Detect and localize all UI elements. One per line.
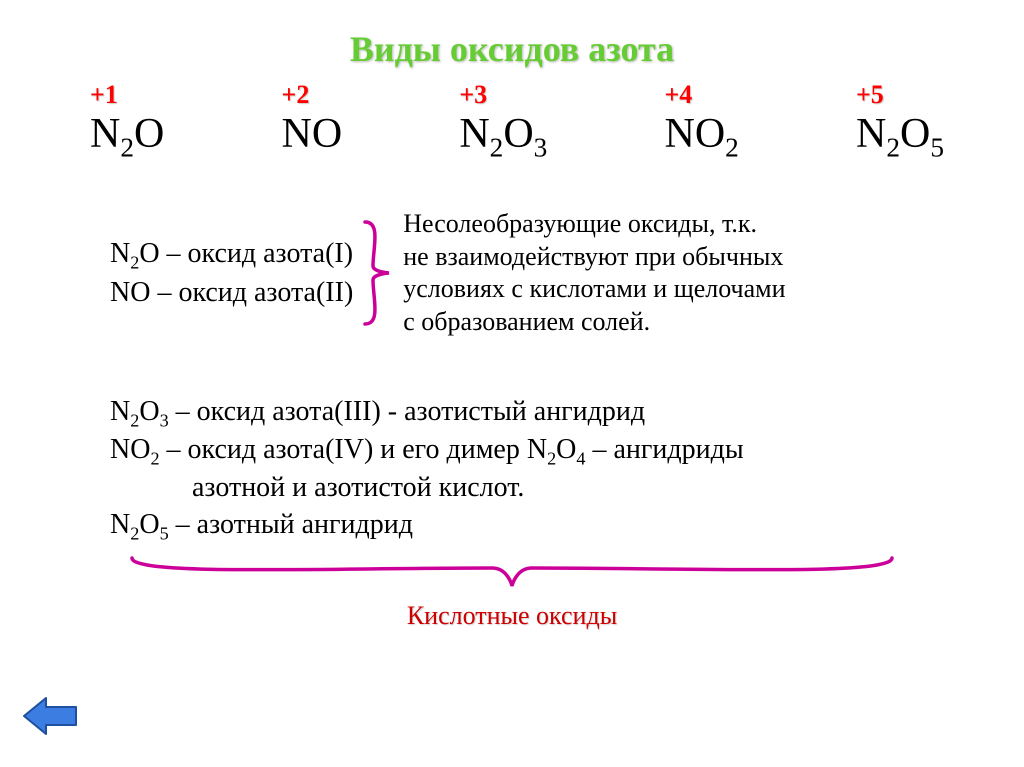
non-salt-formulas: N2O – оксид азота(I) NO – оксид азота(II… (110, 234, 353, 312)
ox-formula: N2O (90, 110, 164, 158)
def-line: N2O – оксид азота(I) (110, 234, 353, 273)
horizontal-brace-icon (122, 552, 902, 592)
ox-charge: +1 (90, 80, 164, 110)
ox-charge: +3 (459, 80, 547, 110)
acidic-oxides-label: Кислотные оксиды (0, 601, 1024, 631)
ox-charge: +4 (664, 80, 738, 110)
ox-formula: NO (282, 110, 343, 158)
curly-brace-icon (359, 218, 393, 328)
page-title: Виды оксидов азота (0, 0, 1024, 70)
acidic-line: N2O5 – азотный ангидрид (110, 506, 1024, 544)
ox-charge: +5 (856, 80, 944, 110)
ox-item-1: +1 N2O (90, 80, 164, 158)
ox-formula: N2O5 (856, 110, 944, 158)
acidic-line: NO2 – оксид азота(IV) и его димер N2O4 –… (110, 431, 1024, 469)
ox-charge: +2 (282, 80, 343, 110)
ox-item-4: +4 NO2 (664, 80, 738, 158)
desc-line: с образованием солей. (403, 306, 785, 339)
desc-line: условиях с кислотами и щелочами (403, 273, 785, 306)
ox-formula: NO2 (664, 110, 738, 158)
def-line: NO – оксид азота(II) (110, 273, 353, 312)
ox-formula: N2O3 (459, 110, 547, 158)
ox-item-2: +2 NO (282, 80, 343, 158)
non-salt-description: Несолеобразующие оксиды, т.к. не взаимод… (403, 208, 785, 338)
acidic-line: азотной и азотистой кислот. (110, 469, 1024, 507)
ox-item-5: +5 N2O5 (856, 80, 944, 158)
oxidation-states-row: +1 N2O +2 NO +3 N2O3 +4 NO2 +5 N2O5 (0, 80, 1024, 158)
back-button[interactable] (22, 692, 78, 745)
arrow-left-icon (22, 692, 78, 740)
non-salt-block: N2O – оксид азота(I) NO – оксид азота(II… (0, 208, 1024, 338)
bottom-brace (0, 552, 1024, 597)
ox-item-3: +3 N2O3 (459, 80, 547, 158)
desc-line: не взаимодействуют при обычных (403, 241, 785, 274)
acidic-line: N2O3 – оксид азота(III) - азотистый анги… (110, 393, 1024, 431)
desc-line: Несолеобразующие оксиды, т.к. (403, 208, 785, 241)
acidic-block: N2O3 – оксид азота(III) - азотистый анги… (0, 393, 1024, 544)
